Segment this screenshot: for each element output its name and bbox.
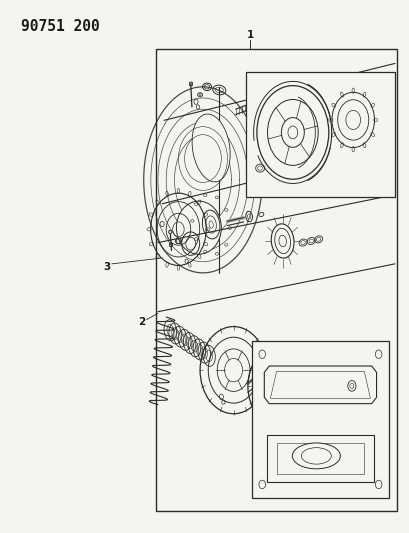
Text: 90751 200: 90751 200 — [21, 19, 100, 34]
Ellipse shape — [258, 99, 264, 104]
Polygon shape — [266, 435, 373, 482]
Bar — [189, 82, 192, 85]
Text: 2: 2 — [138, 317, 145, 327]
Bar — [169, 243, 171, 246]
Text: 1: 1 — [246, 30, 253, 41]
Ellipse shape — [292, 443, 339, 469]
Bar — [155, 49, 396, 511]
Polygon shape — [264, 366, 375, 403]
Bar — [245, 72, 394, 197]
Ellipse shape — [168, 230, 171, 233]
Text: 4: 4 — [335, 386, 343, 397]
Ellipse shape — [189, 82, 191, 84]
Text: 3: 3 — [103, 262, 110, 271]
Ellipse shape — [191, 114, 229, 182]
Bar — [252, 341, 388, 498]
Ellipse shape — [176, 201, 221, 254]
